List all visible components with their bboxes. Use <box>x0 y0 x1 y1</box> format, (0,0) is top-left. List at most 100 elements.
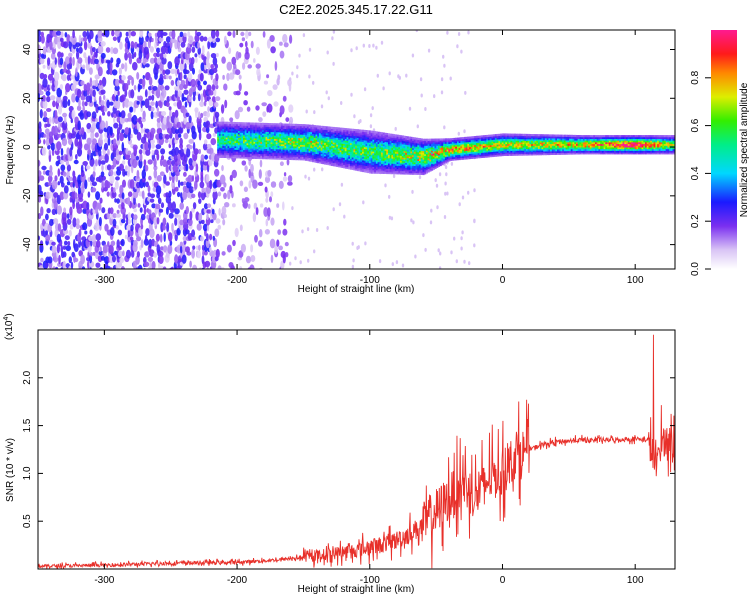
heatmap-cell <box>87 191 91 198</box>
heatmap-cell <box>467 30 470 35</box>
heatmap-cell <box>324 155 327 158</box>
heatmap-cell <box>367 147 370 150</box>
heatmap-cell <box>382 147 385 150</box>
heatmap-cell <box>76 50 80 60</box>
heatmap-cell <box>432 147 435 150</box>
heatmap-cell <box>265 152 268 155</box>
heatmap-cell <box>451 153 454 156</box>
heatmap-cell <box>260 131 263 134</box>
heatmap-cell <box>398 145 401 148</box>
heatmap-cell <box>415 158 418 161</box>
heatmap-cell <box>324 159 327 162</box>
heatmap-cell <box>308 147 311 150</box>
heatmap-cell <box>461 195 465 200</box>
heatmap-cell <box>450 161 454 166</box>
heatmap-cell <box>405 160 408 163</box>
heatmap-cell <box>165 164 169 174</box>
heatmap-cell <box>107 241 110 247</box>
heatmap-cell <box>202 223 208 232</box>
heatmap-cell <box>337 129 340 132</box>
heatmap-cell <box>221 56 226 64</box>
heatmap-cell <box>389 140 392 143</box>
heatmap-cell <box>305 124 308 127</box>
heatmap-cell <box>260 146 263 149</box>
heatmap-cell <box>207 36 213 43</box>
heatmap-cell <box>289 132 292 135</box>
heatmap-cell <box>49 84 52 90</box>
heatmap-cell <box>315 148 318 151</box>
heatmap-cell <box>225 145 228 148</box>
heatmap-cell <box>318 159 321 162</box>
heatmap-cell <box>320 140 323 143</box>
heatmap-cell <box>313 167 316 172</box>
heatmap-cell <box>405 144 408 147</box>
heatmap-cell <box>327 129 330 132</box>
heatmap-cell <box>381 156 384 160</box>
heatmap-cell <box>398 157 401 160</box>
heatmap-cell <box>57 116 63 123</box>
heatmap-cell <box>388 147 391 150</box>
heatmap-cell <box>180 121 183 128</box>
heatmap-cell <box>379 163 382 166</box>
heatmap-cell <box>341 150 344 153</box>
heatmap-cell <box>258 143 261 146</box>
heatmap-cell <box>305 153 308 156</box>
heatmap-cell <box>40 257 44 263</box>
heatmap-cell <box>312 80 315 85</box>
heatmap-cell <box>267 138 270 141</box>
heatmap-cell <box>327 158 330 161</box>
heatmap-cell <box>375 154 378 157</box>
heatmap-cell <box>203 250 208 256</box>
heatmap-cell <box>438 159 441 163</box>
heatmap-cell <box>429 166 432 169</box>
heatmap-cell <box>393 137 396 140</box>
heatmap-cell <box>352 258 355 263</box>
heatmap-cell <box>236 127 239 130</box>
heatmap-cell <box>251 129 254 132</box>
heatmap-cell <box>86 202 90 210</box>
heatmap-cell <box>384 139 387 143</box>
heatmap-cell <box>329 126 332 129</box>
heatmap-cell <box>310 137 313 140</box>
heatmap-cell <box>198 69 202 75</box>
heatmap-cell <box>132 190 139 199</box>
heatmap-cell <box>427 168 430 171</box>
heatmap-cell <box>401 263 405 268</box>
heatmap-cell <box>419 152 422 155</box>
heatmap-cell <box>300 134 303 137</box>
heatmap-cell <box>431 161 434 165</box>
heatmap-cell <box>318 134 321 137</box>
heatmap-cell <box>310 130 313 133</box>
heatmap-cell <box>348 133 351 136</box>
heatmap-cell <box>337 136 340 139</box>
heatmap-cell <box>310 149 313 152</box>
heatmap-cell <box>256 153 259 156</box>
heatmap-cell <box>388 161 391 164</box>
heatmap-cell <box>251 156 254 159</box>
heatmap-cell <box>322 142 325 145</box>
heatmap-cell <box>218 131 221 135</box>
heatmap-cell <box>232 137 235 140</box>
heatmap-cell <box>287 133 290 137</box>
heatmap-cell <box>363 153 366 156</box>
heatmap-cell <box>329 129 332 133</box>
heatmap-cell <box>372 166 375 169</box>
heatmap-cell <box>318 125 321 128</box>
heatmap-cell <box>401 145 404 148</box>
heatmap-cell <box>374 146 377 149</box>
heatmap-cell <box>265 140 268 143</box>
heatmap-cell <box>386 166 389 169</box>
heatmap-cell <box>396 167 399 170</box>
heatmap-cell <box>71 35 77 45</box>
heatmap-cell <box>344 143 347 146</box>
heatmap-cell <box>329 145 332 148</box>
heatmap-cell <box>251 125 254 129</box>
heatmap-cell <box>420 148 423 151</box>
heatmap-cell <box>127 79 131 86</box>
heatmap-cell <box>260 124 263 127</box>
heatmap-cell <box>358 147 361 150</box>
heatmap-cell <box>367 169 370 172</box>
heatmap-cell <box>374 163 377 166</box>
heatmap-cell <box>279 157 282 160</box>
heatmap-cell <box>57 181 61 186</box>
